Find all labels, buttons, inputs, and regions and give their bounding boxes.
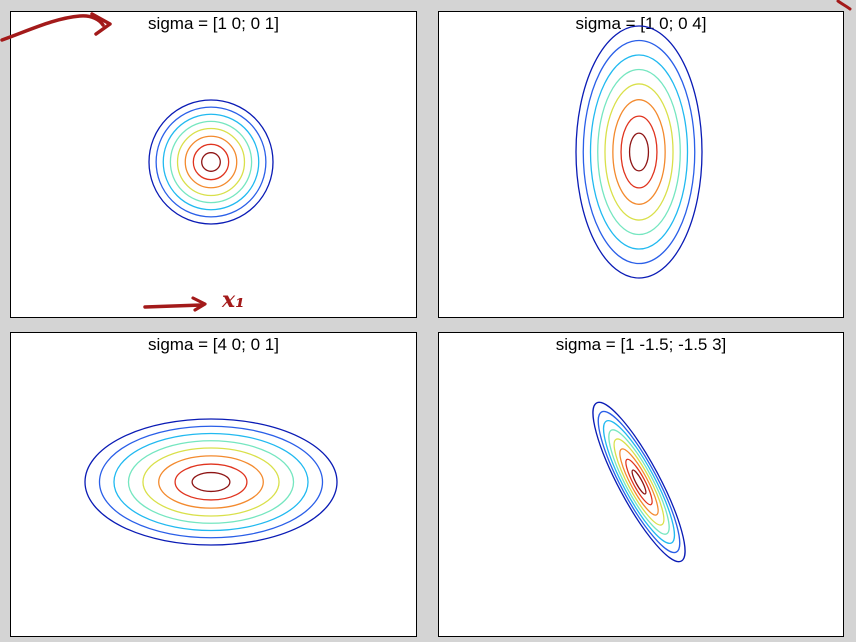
contour-plot [592, 401, 686, 563]
subplot-2: sigma = [1 0; 0 4] [438, 11, 844, 318]
contour-line [602, 420, 676, 544]
subplot-4: sigma = [1 -1.5; -1.5 3] [438, 332, 844, 637]
contour-line [174, 463, 248, 501]
contour-line [191, 471, 231, 493]
contour-line [613, 438, 665, 526]
contour-line [148, 99, 274, 225]
contour-line [155, 106, 267, 218]
subplot-3: sigma = [4 0; 0 1] [10, 332, 417, 637]
handwritten-tick-top [836, 0, 852, 11]
subplot-title: sigma = [1 -1.5; -1.5 3] [555, 335, 727, 354]
subplot-title: sigma = [1 0; 0 1] [148, 14, 279, 33]
contour-line [575, 25, 703, 279]
contour-line [604, 83, 674, 221]
contour-line [113, 432, 309, 532]
contour-line [620, 115, 658, 189]
contour-line [192, 143, 230, 181]
contour-line [582, 39, 696, 265]
contour-line [597, 68, 681, 236]
contour-line [625, 458, 653, 506]
contour-line [628, 132, 650, 172]
contour-line [589, 54, 689, 250]
contour-line [592, 401, 686, 563]
contour-plot [84, 418, 338, 546]
contour-line [608, 429, 670, 535]
contour-line [201, 152, 221, 172]
contour-line [158, 455, 264, 509]
contour-line [612, 99, 666, 205]
contour-line [127, 440, 295, 524]
contour-line [184, 135, 238, 189]
contour-line [619, 448, 659, 516]
contour-line [631, 469, 647, 495]
contour-line [162, 113, 260, 211]
contour-line [176, 127, 246, 197]
contour-line [84, 418, 338, 546]
contour-line [98, 425, 324, 539]
contour-plot [148, 99, 274, 225]
contour-plot [575, 25, 703, 279]
contour-line [169, 120, 253, 204]
subplot-title: sigma = [4 0; 0 1] [148, 335, 279, 354]
contour-line [597, 410, 681, 554]
subplot-1: sigma = [1 0; 0 1] [10, 11, 417, 318]
subplot-title: sigma = [1 0; 0 4] [575, 14, 707, 33]
contour-line [142, 447, 280, 517]
